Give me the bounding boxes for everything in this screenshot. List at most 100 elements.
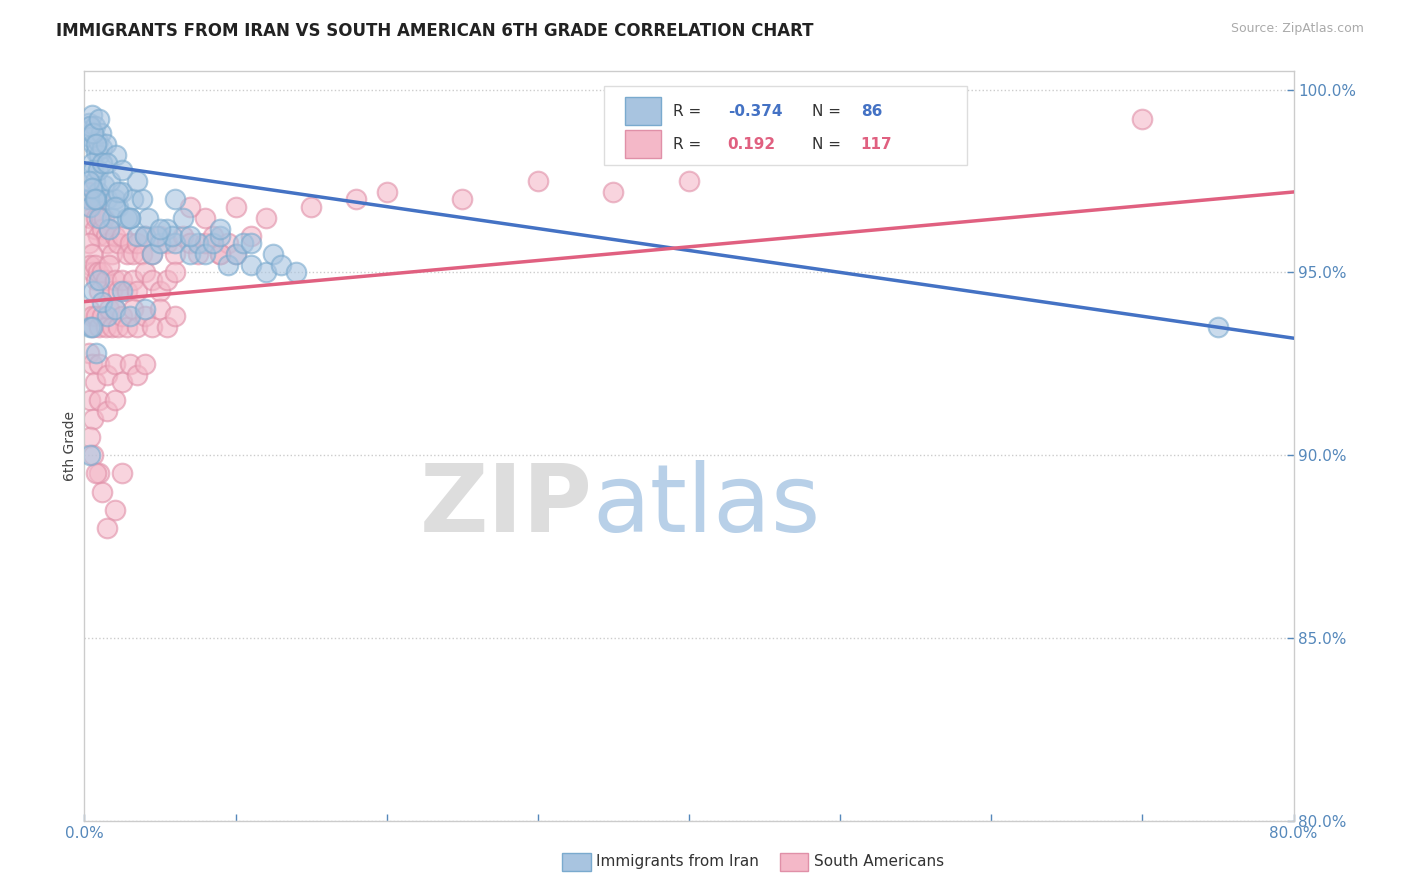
Point [82, 448, 104, 462]
Point [678, 174, 700, 188]
Point [79, 320, 101, 334]
Point [134, 228, 156, 243]
FancyBboxPatch shape [605, 87, 967, 165]
Point [121, 301, 143, 316]
Text: 117: 117 [860, 136, 893, 152]
Point [111, 273, 134, 287]
Point [270, 258, 292, 272]
FancyBboxPatch shape [624, 130, 661, 158]
Point [100, 211, 122, 225]
Point [194, 236, 217, 251]
Point [172, 211, 194, 225]
Point [209, 247, 232, 261]
Point [82, 163, 104, 178]
Point [80, 320, 103, 334]
Point [79, 393, 101, 408]
Text: 0.192: 0.192 [728, 136, 776, 152]
Point [91, 265, 114, 279]
Point [96, 310, 118, 324]
Text: R =: R = [673, 136, 706, 152]
Point [89, 273, 111, 287]
Point [239, 236, 262, 251]
Point [127, 284, 149, 298]
Point [90, 211, 112, 225]
Point [77, 174, 100, 188]
Point [89, 112, 111, 126]
Point [94, 273, 117, 287]
Point [141, 247, 163, 261]
Point [97, 221, 120, 235]
Point [89, 357, 111, 371]
Point [87, 265, 110, 279]
Point [79, 430, 101, 444]
Point [77, 236, 100, 251]
Point [111, 467, 134, 481]
Point [115, 211, 138, 225]
Point [127, 174, 149, 188]
Point [107, 200, 129, 214]
Point [86, 467, 108, 481]
Point [217, 236, 239, 251]
Point [209, 247, 232, 261]
Point [107, 236, 129, 251]
Point [187, 236, 209, 251]
Point [80, 247, 103, 261]
Point [104, 192, 127, 206]
Point [1206, 320, 1229, 334]
Point [93, 178, 115, 192]
Point [96, 368, 118, 382]
Point [111, 185, 134, 199]
Point [239, 258, 262, 272]
Point [80, 200, 103, 214]
Point [104, 301, 127, 316]
Point [254, 265, 277, 279]
Point [134, 301, 156, 316]
Point [239, 228, 262, 243]
Point [165, 247, 187, 261]
Point [80, 155, 103, 169]
Point [100, 320, 122, 334]
Point [84, 119, 107, 133]
Text: ZIP: ZIP [419, 460, 592, 552]
Point [77, 346, 100, 360]
Point [104, 200, 127, 214]
Point [91, 294, 114, 309]
Point [149, 284, 172, 298]
Point [134, 357, 156, 371]
Point [141, 247, 163, 261]
Point [121, 192, 143, 206]
Point [84, 375, 107, 389]
Point [96, 521, 118, 535]
Point [134, 265, 156, 279]
Point [91, 141, 114, 155]
Point [121, 247, 143, 261]
Point [217, 258, 239, 272]
Point [754, 90, 776, 104]
Point [187, 247, 209, 261]
Point [285, 265, 308, 279]
Point [87, 134, 110, 148]
Point [118, 310, 141, 324]
Point [80, 108, 103, 122]
Point [104, 393, 127, 408]
Point [77, 185, 100, 199]
Text: 86: 86 [860, 103, 882, 119]
Point [96, 236, 118, 251]
Point [149, 228, 172, 243]
Point [100, 284, 122, 298]
Point [165, 310, 187, 324]
Point [127, 236, 149, 251]
Text: South Americans: South Americans [814, 855, 945, 869]
Point [104, 273, 127, 287]
Point [91, 221, 114, 235]
Point [179, 236, 201, 251]
Point [94, 228, 117, 243]
Point [149, 236, 172, 251]
Point [375, 185, 398, 199]
Point [165, 192, 187, 206]
Point [165, 265, 187, 279]
Point [91, 484, 114, 499]
Point [111, 228, 134, 243]
Point [527, 174, 550, 188]
Text: N =: N = [813, 136, 846, 152]
